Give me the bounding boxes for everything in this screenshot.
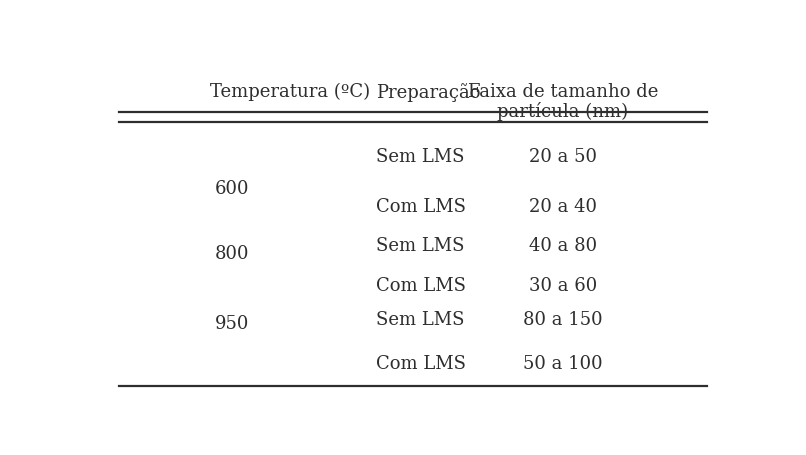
Text: 80 a 150: 80 a 150 [523, 310, 603, 328]
Text: 30 a 60: 30 a 60 [529, 277, 597, 295]
Text: Temperatura (ºC): Temperatura (ºC) [210, 83, 370, 101]
Text: 800: 800 [214, 245, 249, 263]
Text: 950: 950 [214, 315, 249, 333]
Text: partícula (nm): partícula (nm) [497, 102, 629, 121]
Text: Faixa de tamanho de: Faixa de tamanho de [467, 83, 659, 101]
Text: Com LMS: Com LMS [376, 198, 466, 216]
Text: 20 a 50: 20 a 50 [529, 147, 597, 165]
Text: 50 a 100: 50 a 100 [523, 354, 603, 373]
Text: 40 a 80: 40 a 80 [529, 237, 597, 254]
Text: 20 a 40: 20 a 40 [529, 198, 597, 216]
Text: Com LMS: Com LMS [376, 277, 466, 295]
Text: Sem LMS: Sem LMS [376, 147, 464, 165]
Text: Com LMS: Com LMS [376, 354, 466, 373]
Text: 600: 600 [214, 179, 249, 197]
Text: Preparação: Preparação [376, 83, 480, 101]
Text: Sem LMS: Sem LMS [376, 237, 464, 254]
Text: Sem LMS: Sem LMS [376, 310, 464, 328]
